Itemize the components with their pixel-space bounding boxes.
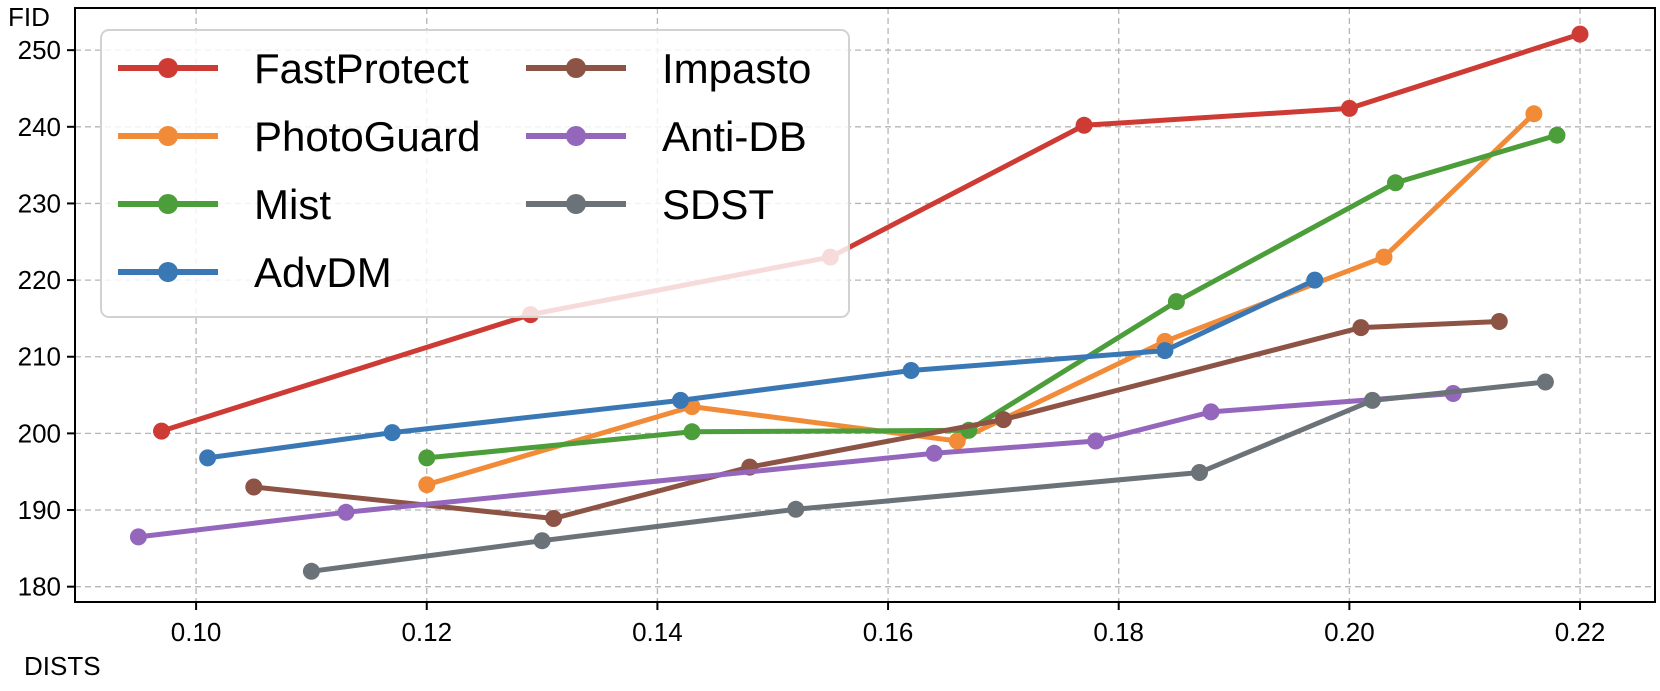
data-point <box>1156 342 1174 360</box>
series-anti-db <box>129 385 1462 546</box>
legend-item: Mist <box>118 181 331 228</box>
y-axis-title: FID <box>8 2 50 32</box>
data-point <box>1375 248 1393 266</box>
x-tick-label: 0.12 <box>401 617 452 647</box>
data-point <box>1536 373 1554 391</box>
legend-label: Anti-DB <box>662 113 807 160</box>
data-point <box>1352 319 1370 337</box>
data-point <box>545 510 563 527</box>
y-tick-label: 200 <box>18 418 61 448</box>
legend-swatch-marker <box>158 58 178 78</box>
legend-item: PhotoGuard <box>118 113 481 160</box>
x-tick-label: 0.22 <box>1555 617 1606 647</box>
data-point <box>925 444 943 462</box>
legend-swatch-marker <box>566 126 586 146</box>
data-point <box>1340 99 1358 117</box>
data-point <box>129 528 147 546</box>
axis-ticks: 0.10 0.12 0.14 0.16 0.18 0.20 0.22 180 190 200 210… <box>18 35 1606 647</box>
plot-frame <box>74 7 1656 603</box>
data-point <box>1202 403 1220 421</box>
legend-swatch-marker <box>566 58 586 78</box>
legend-frame <box>100 29 850 318</box>
x-tick-label: 0.18 <box>1093 617 1144 647</box>
data-point <box>1363 391 1381 409</box>
series-line <box>135 391 1456 540</box>
data-point <box>1306 271 1324 289</box>
legend-swatch-marker <box>158 126 178 146</box>
data-point <box>383 424 401 442</box>
data-point <box>1167 293 1185 311</box>
series-sdst <box>302 373 1554 580</box>
axes <box>74 7 1656 603</box>
data-point <box>683 423 701 441</box>
series-impasto <box>245 313 1508 527</box>
legend-swatch-marker <box>566 194 586 214</box>
series-line <box>424 132 1560 461</box>
x-tick-label: 0.14 <box>632 617 683 647</box>
legend-item: AdvDM <box>118 249 392 296</box>
legend-label: FastProtect <box>254 45 469 92</box>
y-tick-label: 220 <box>18 265 61 295</box>
legend-swatch-marker <box>158 262 178 282</box>
data-point <box>672 391 689 409</box>
data-point <box>1191 464 1208 481</box>
data-point <box>1490 313 1508 330</box>
series-line <box>205 277 1318 461</box>
data-point <box>1571 25 1589 43</box>
data-point <box>787 500 805 518</box>
data-point <box>1548 126 1566 144</box>
data-point <box>245 478 263 496</box>
legend-item: SDST <box>526 181 774 228</box>
data-point <box>902 362 920 379</box>
x-tick-label: 0.20 <box>1324 617 1375 647</box>
data-point <box>418 449 436 467</box>
data-point <box>1525 105 1543 123</box>
data-point <box>1087 432 1105 450</box>
data-point <box>1387 174 1404 192</box>
data-point <box>533 532 551 550</box>
legend-label: Mist <box>254 181 331 228</box>
legend-swatch-marker <box>158 194 178 214</box>
data-point <box>948 432 966 450</box>
data-point <box>153 422 170 440</box>
legend-item: FastProtect <box>118 45 469 92</box>
data-point <box>994 411 1012 429</box>
y-tick-label: 210 <box>18 342 61 372</box>
legend-label: Impasto <box>662 45 811 92</box>
legend-label: AdvDM <box>254 249 392 296</box>
legend-label: SDST <box>662 181 774 228</box>
legend-item: Anti-DB <box>526 113 807 160</box>
data-point <box>1075 116 1093 134</box>
y-tick-label: 180 <box>18 572 61 602</box>
series-advdm <box>199 271 1324 467</box>
series-line <box>308 379 1548 574</box>
legend: FastProtect PhotoGuard Mist AdvDM Impasto Ant… <box>100 29 850 318</box>
series-line <box>424 111 1537 488</box>
data-point <box>337 503 355 521</box>
data-point <box>199 449 217 467</box>
series-mist <box>418 126 1566 467</box>
y-tick-label: 190 <box>18 495 61 525</box>
x-tick-label: 0.10 <box>171 617 222 647</box>
data-point <box>418 476 436 494</box>
legend-item: Impasto <box>526 45 811 92</box>
y-tick-label: 250 <box>18 35 61 65</box>
x-axis-title: DISTS <box>24 651 101 681</box>
legend-label: PhotoGuard <box>254 113 481 160</box>
y-tick-label: 230 <box>18 188 61 218</box>
data-point <box>302 562 320 580</box>
x-tick-label: 0.16 <box>863 617 914 647</box>
y-tick-label: 240 <box>18 112 61 142</box>
series-line <box>251 319 1502 521</box>
series-line <box>159 31 1583 434</box>
